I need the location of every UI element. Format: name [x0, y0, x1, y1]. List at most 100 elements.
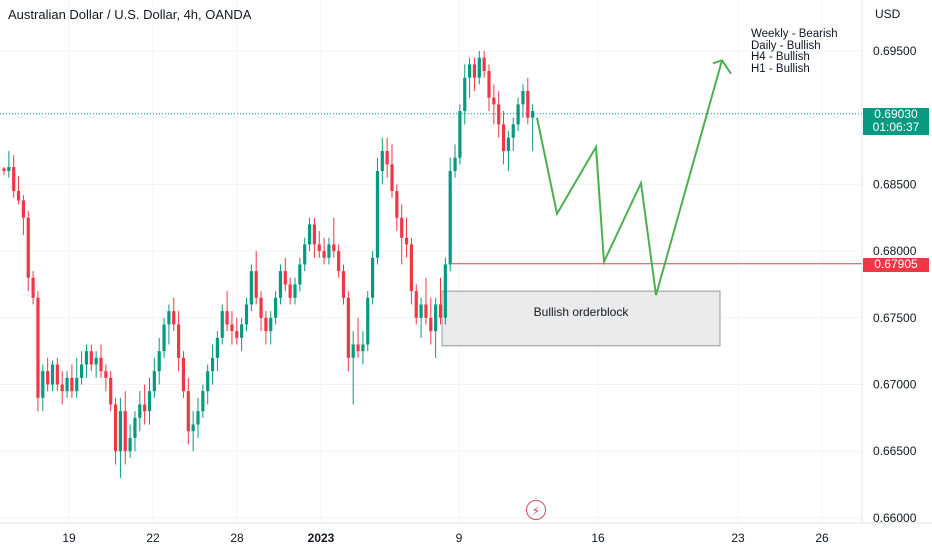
candle-body [506, 137, 510, 152]
bias-daily: Daily - Bullish [751, 39, 821, 52]
candles [2, 51, 535, 478]
support-price-value: 0.67905 [874, 257, 918, 271]
price-tick-label: 0.68500 [873, 177, 917, 191]
candle-body [356, 344, 360, 352]
candle-body [361, 344, 365, 352]
bullish-orderblock-zone[interactable] [441, 290, 721, 347]
orderblock-label: Bullish orderblock [533, 305, 629, 319]
candle-body [220, 311, 224, 338]
candle-body [80, 364, 84, 378]
candle-body [55, 364, 59, 385]
candle-body [167, 311, 171, 325]
candle-body [448, 171, 452, 265]
time-tick-label: 28 [230, 531, 244, 545]
candle-body [26, 217, 30, 278]
candle-body [453, 157, 457, 172]
candle-body [244, 304, 249, 325]
candle-body [118, 411, 122, 452]
projection-path[interactable] [536, 60, 723, 296]
candle-body [366, 297, 370, 345]
candle-body [254, 271, 258, 298]
candle-body [516, 104, 520, 125]
candle-body [521, 91, 525, 105]
candle-body [385, 151, 389, 165]
lightning-icon[interactable]: ⚡︎ [526, 500, 546, 520]
candle-body [269, 317, 273, 332]
candle-body [414, 291, 418, 318]
candle-body [531, 111, 535, 118]
candle-body [157, 351, 161, 372]
candle-body [191, 424, 195, 432]
candle-body [138, 404, 142, 418]
candle-body [288, 284, 292, 298]
candle-body [477, 57, 481, 78]
price-tick-label: 0.66500 [873, 444, 917, 458]
candle-body [341, 271, 346, 298]
candle-body [278, 271, 283, 298]
candle-body [395, 191, 399, 218]
candle-body [264, 317, 268, 332]
candle-body [298, 264, 302, 285]
candle-body [128, 437, 132, 452]
candle-body [225, 311, 229, 325]
candle-body [143, 404, 147, 412]
time-tick-label: 16 [591, 531, 605, 545]
candle-body [303, 244, 307, 265]
candle-body [75, 377, 79, 392]
price-tick-label: 0.67500 [873, 311, 917, 325]
time-axis[interactable]: 19 22 28 2023 9 16 23 26 [62, 531, 829, 545]
candle-body [240, 324, 244, 338]
chart-title: Australian Dollar / U.S. Dollar, 4h, OAN… [8, 7, 252, 22]
candle-body [109, 377, 113, 405]
candle-body [94, 357, 98, 365]
candle-body [443, 264, 447, 318]
candle-body [312, 224, 316, 245]
candle-body [404, 237, 409, 245]
candle-body [172, 311, 176, 325]
candle-body [293, 284, 297, 298]
candle-body [351, 344, 355, 358]
candle-body [317, 244, 321, 252]
candle-body [526, 91, 530, 118]
current-price-value: 0.69030 [874, 107, 918, 121]
candle-body [16, 191, 21, 201]
candle-body [235, 331, 239, 338]
candle-body [196, 411, 200, 425]
time-tick-label: 23 [731, 531, 745, 545]
candle-body [434, 304, 438, 332]
candle-body [41, 371, 45, 398]
time-tick-label: 22 [146, 531, 160, 545]
candle-body [487, 71, 491, 98]
currency-label: USD [875, 7, 901, 21]
candle-body [215, 337, 219, 358]
candle-body [458, 111, 462, 158]
candle-body [332, 244, 336, 252]
candle-body [463, 77, 467, 112]
candle-body [230, 324, 234, 332]
candle-body [322, 251, 326, 258]
candle-body [177, 324, 181, 358]
candle-body [259, 297, 263, 318]
candle-body [50, 364, 55, 385]
candle-body [206, 371, 210, 392]
bias-annotation: Weekly - Bearish Daily - Bullish H4 - Bu… [751, 28, 838, 75]
candle-body [210, 357, 215, 372]
candle-body [181, 357, 186, 392]
candle-body [492, 97, 496, 105]
candle-body [409, 244, 413, 292]
candle-body [152, 371, 156, 392]
price-tick-label: 0.67000 [873, 378, 917, 392]
candle-body [201, 391, 205, 412]
candle-body [84, 351, 89, 365]
candle-body [468, 64, 472, 78]
candle-body [424, 304, 428, 318]
candle-body [89, 351, 93, 365]
candle-body [511, 124, 515, 138]
candle-body [438, 304, 443, 318]
candle-body [337, 251, 341, 272]
candle-body [104, 371, 108, 378]
candle-body [472, 64, 477, 78]
candle-body [283, 271, 287, 285]
candle-body [390, 164, 394, 192]
